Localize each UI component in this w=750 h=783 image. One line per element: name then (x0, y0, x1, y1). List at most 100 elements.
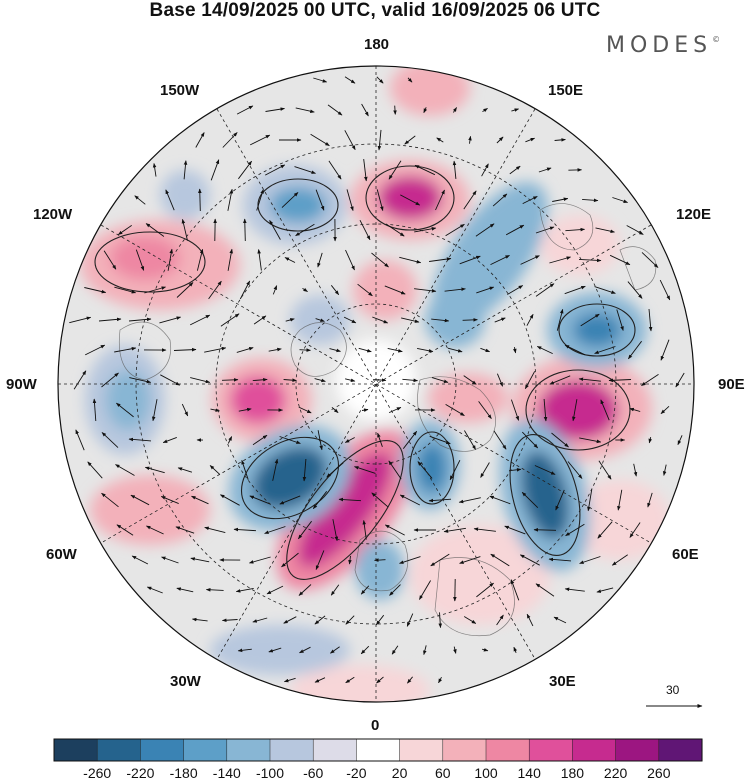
wind-arrow (146, 586, 163, 594)
wind-arrow (384, 285, 406, 295)
colorbar-bin (183, 738, 228, 762)
wind-arrow (594, 346, 616, 354)
wind-arrow (648, 308, 653, 332)
wind-arrow (236, 105, 254, 115)
wind-arrow (414, 227, 437, 233)
wind-arrow (181, 218, 188, 241)
wind-arrow (69, 316, 92, 324)
wind-arrow (496, 373, 504, 387)
map-border (57, 65, 695, 703)
wind-arrow (535, 226, 555, 234)
wind-arrow (198, 188, 202, 212)
wind-arrow (165, 189, 175, 211)
wind-arrow (429, 435, 451, 445)
wind-arrow (608, 378, 632, 383)
wind-arrow (233, 527, 257, 532)
wind-arrow (152, 162, 157, 177)
lon-label-90w: 90W (6, 376, 37, 393)
wind-arrow (344, 130, 356, 151)
wind-arrow (264, 164, 286, 176)
wind-arrow (429, 257, 452, 262)
wind-arrow (268, 347, 282, 352)
wind-arrow (266, 585, 284, 595)
wind-arrow (399, 494, 421, 506)
wind-arrow (438, 612, 443, 629)
wind-arrow (453, 646, 457, 654)
wind-arrow (476, 582, 494, 598)
wind-arrow (345, 676, 355, 684)
wind-arrow (526, 613, 534, 627)
wind-arrow (175, 526, 195, 534)
wind-arrow (480, 462, 490, 478)
wind-arrow (520, 255, 540, 265)
wind-arrow (313, 77, 328, 83)
wind-arrow (298, 520, 312, 540)
wind-arrow (443, 527, 466, 533)
wind-arrow (519, 554, 540, 566)
wind-arrow (160, 495, 179, 505)
wind-arrow (210, 159, 220, 181)
wind-arrow (269, 220, 281, 240)
wind-arrow (389, 584, 401, 596)
wind-arrow (526, 313, 534, 326)
wind-arrow (283, 378, 297, 382)
colorbar-bin (312, 738, 357, 762)
wind-arrow (236, 347, 254, 353)
wind-arrow (612, 197, 629, 203)
lon-label-180: 180 (364, 36, 390, 53)
wind-arrow (115, 464, 135, 476)
colorbar-bin (615, 738, 660, 762)
wind-arrow (459, 255, 481, 265)
wind-arrow (578, 377, 601, 382)
wind-arrow (173, 347, 197, 352)
wind-arrow (534, 465, 556, 475)
wind-arrow (326, 462, 344, 478)
wind-arrow (419, 580, 431, 600)
wind-arrow (490, 254, 510, 266)
wind-arrow (338, 497, 362, 502)
anomaly-field (58, 66, 694, 702)
lon-label-120e: 120E (676, 206, 712, 223)
wind-arrow (249, 134, 271, 146)
wind-arrow (363, 159, 368, 182)
wind-arrow (295, 107, 315, 113)
wind-arrow (331, 406, 339, 414)
wind-arrow (241, 459, 249, 480)
wind-arrow (344, 378, 356, 382)
wind-arrow (399, 256, 422, 264)
wind-arrow (344, 437, 355, 443)
wind-arrow (582, 198, 599, 203)
wind-arrow (478, 401, 492, 419)
wind-arrow (564, 344, 586, 356)
colorbar-tick-label: 140 (517, 765, 541, 781)
wind-arrow (617, 489, 623, 511)
wind-arrow (264, 526, 286, 534)
wind-arrow (538, 167, 552, 173)
wind-arrow (145, 223, 165, 237)
wind-arrow (463, 616, 477, 624)
colorbar-frame (53, 738, 703, 762)
wind-arrow (496, 614, 504, 626)
wind-arrow (190, 377, 211, 384)
wind-arrow (376, 676, 384, 684)
wind-arrow (449, 459, 461, 481)
wind-arrow (317, 252, 323, 268)
wind-arrow (648, 436, 653, 444)
wind-arrow (436, 137, 444, 143)
wind-arrow (312, 491, 328, 510)
wind-arrow (103, 250, 117, 270)
wind-arrow (295, 223, 315, 237)
wind-arrow (388, 160, 402, 180)
wind-arrow (159, 316, 182, 324)
wind-arrow (384, 524, 405, 536)
wind-arrow (458, 497, 481, 504)
wind-arrow (377, 129, 382, 151)
wind-arrow (283, 616, 297, 624)
wind-arrow (162, 436, 177, 444)
wind-arrow (101, 372, 119, 388)
wind-arrow (279, 436, 301, 444)
wind-arrow (505, 224, 525, 236)
colorbar-tick-label: -220 (126, 765, 155, 781)
wind-arrow (554, 138, 566, 142)
colorbar-tick-label: 260 (647, 765, 671, 781)
